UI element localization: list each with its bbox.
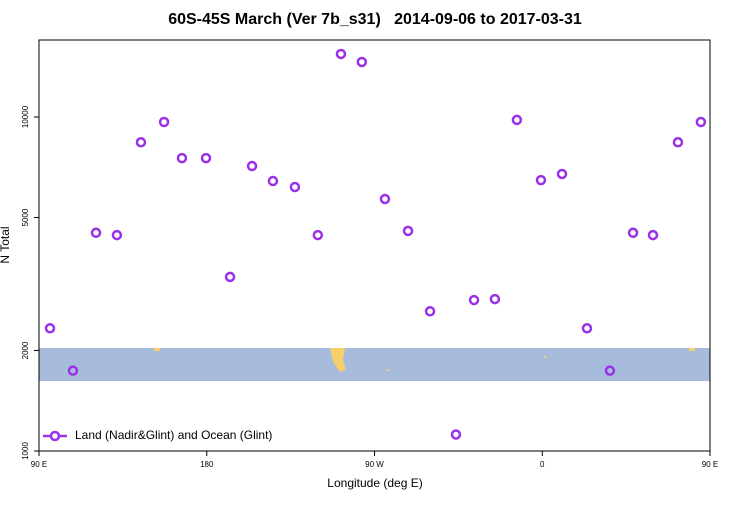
point <box>135 137 147 148</box>
point <box>468 294 480 306</box>
point <box>450 429 462 440</box>
x-tick-label: 90 W <box>365 460 384 469</box>
point <box>111 229 123 241</box>
point <box>402 225 414 237</box>
map-strip <box>39 348 710 381</box>
point <box>335 48 347 60</box>
point <box>176 152 188 164</box>
point <box>511 114 523 126</box>
legend-marker <box>49 430 61 442</box>
x-tick-label: 180 <box>200 460 214 469</box>
point <box>672 137 684 148</box>
x-tick-label: 90 E <box>31 460 47 469</box>
x-tick-label: 90 E <box>702 460 718 469</box>
legend-label: Land (Nadir&Glint) and Ocean (Glint) <box>75 428 272 442</box>
x-tick-label: 0 <box>540 460 545 469</box>
point <box>556 168 568 180</box>
point <box>627 227 639 239</box>
point <box>267 175 279 187</box>
point <box>289 181 301 193</box>
point <box>158 116 170 128</box>
point <box>90 227 102 239</box>
point <box>246 160 258 172</box>
point <box>424 306 436 317</box>
point <box>67 365 79 376</box>
point <box>535 174 547 186</box>
point <box>224 271 236 283</box>
plot-frame <box>38 39 711 452</box>
x-axis-label: Longitude (deg E) <box>327 476 422 490</box>
y-tick-label: 5000 <box>21 208 30 226</box>
point <box>356 56 368 68</box>
chart-title: 60S-45S March (Ver 7b_s31) 2014-09-06 to… <box>168 11 582 28</box>
point <box>695 116 707 128</box>
point <box>604 365 616 376</box>
point <box>312 229 324 241</box>
y-axis-label: N Total <box>0 226 12 263</box>
point <box>647 229 659 241</box>
point <box>379 193 391 205</box>
y-tick-label: 1000 <box>21 442 30 460</box>
point <box>581 323 593 334</box>
point <box>200 152 212 164</box>
point <box>489 293 501 305</box>
y-tick-label: 2000 <box>21 341 30 359</box>
y-tick-label: 10000 <box>21 105 30 128</box>
point <box>44 323 56 334</box>
